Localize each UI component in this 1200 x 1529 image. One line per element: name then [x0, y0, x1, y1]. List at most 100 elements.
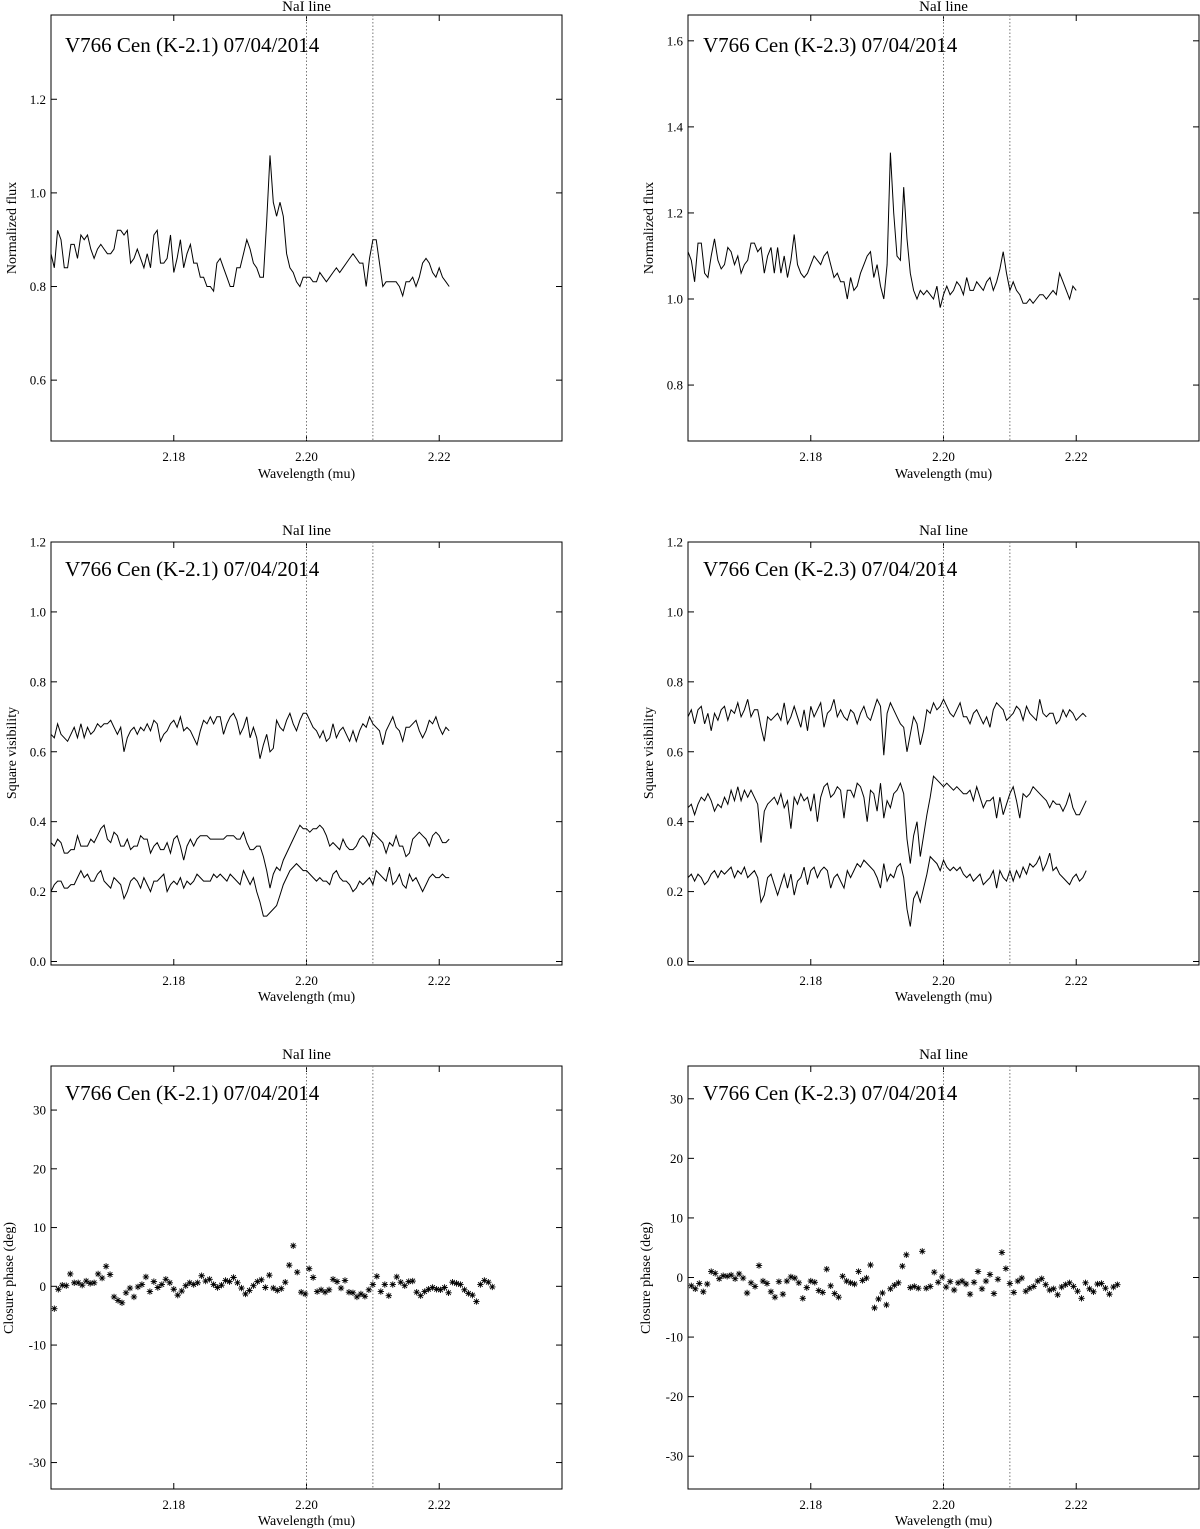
data-point	[365, 1286, 373, 1294]
data-point	[305, 1265, 313, 1272]
data-series	[51, 1242, 496, 1312]
data-point	[966, 1290, 974, 1298]
y-tick-label: -20	[29, 1396, 46, 1411]
data-point	[887, 1285, 894, 1293]
y-tick-label: 1.0	[30, 604, 46, 619]
y-axis-label: Closure phase (deg)	[2, 1222, 17, 1334]
data-point	[934, 1279, 942, 1286]
data-point	[803, 1284, 810, 1291]
data-point	[481, 1277, 488, 1284]
data-point	[71, 1279, 78, 1286]
data-point	[51, 1305, 58, 1312]
x-axis-ticks: 2.18 2.20 2.22	[799, 1066, 1088, 1512]
data-point	[867, 1261, 874, 1269]
data-point	[485, 1279, 492, 1286]
data-point	[915, 1285, 922, 1292]
x-axis-ticks: 2.18 2.20 2.22	[799, 15, 1088, 464]
data-point	[787, 1273, 795, 1281]
data-point	[986, 1271, 994, 1278]
reference-lines	[943, 542, 1011, 965]
data-point	[954, 1279, 962, 1287]
y-tick-label: 0.4	[667, 814, 684, 829]
x-axis-label: Wavelength (mu)	[258, 467, 356, 482]
x-tick-label: 2.20	[932, 973, 955, 988]
data-point	[970, 1279, 978, 1286]
data-point	[150, 1278, 158, 1285]
data-point	[106, 1271, 114, 1278]
data-point	[1042, 1281, 1049, 1288]
data-point	[807, 1277, 814, 1285]
series-line-1	[50, 155, 450, 298]
data-point	[321, 1288, 329, 1296]
data-point	[835, 1293, 842, 1301]
data-point	[931, 1268, 938, 1276]
data-point	[823, 1265, 830, 1273]
panel-visibility-k21: NaI line V766 Cen (K-2.1) 07/04/2014 Wav…	[5, 523, 563, 1005]
x-tick-label: 2.22	[428, 449, 451, 464]
y-axis-ticks: 0.8 1.0 1.2 1.4 1.6	[667, 33, 1199, 393]
data-point	[270, 1284, 277, 1292]
y-tick-label: 1.0	[667, 292, 683, 307]
data-point	[457, 1281, 464, 1288]
y-axis-ticks: 0.6 0.8 1.0 1.2	[30, 92, 562, 388]
data-point	[170, 1286, 177, 1293]
y-tick-label: 10	[33, 1220, 46, 1235]
data-point	[114, 1297, 122, 1304]
data-point	[1098, 1280, 1105, 1287]
data-point	[1026, 1285, 1033, 1292]
data-point	[226, 1278, 233, 1285]
data-point	[1066, 1279, 1073, 1287]
data-point	[75, 1279, 82, 1286]
series-line-1	[687, 697, 1087, 756]
data-point	[206, 1276, 213, 1283]
data-point	[329, 1276, 337, 1283]
data-point	[222, 1277, 229, 1284]
data-point	[982, 1277, 990, 1285]
data-point	[274, 1287, 281, 1294]
x-axis-ticks: 2.18 2.20 2.22	[162, 542, 451, 988]
data-point	[1058, 1283, 1065, 1291]
data-point	[998, 1249, 1006, 1256]
data-point	[437, 1286, 444, 1294]
y-tick-label: 0.2	[30, 884, 46, 899]
data-point	[1002, 1265, 1010, 1272]
data-point	[214, 1284, 221, 1291]
data-point	[859, 1277, 866, 1284]
data-point	[381, 1281, 389, 1288]
data-point	[349, 1289, 357, 1296]
data-point	[907, 1284, 914, 1291]
data-point	[373, 1273, 381, 1280]
y-axis-label: Square visibility	[5, 707, 20, 799]
data-point	[831, 1290, 838, 1297]
data-point	[385, 1292, 392, 1299]
data-point	[194, 1279, 201, 1286]
panel-visibility-k23: NaI line V766 Cen (K-2.3) 07/04/2014 Wav…	[642, 523, 1200, 1005]
data-point	[130, 1293, 138, 1301]
data-point	[1078, 1295, 1085, 1302]
series-line-1	[687, 152, 1077, 308]
chart-annotation: V766 Cen (K-2.3) 07/04/2014	[703, 33, 958, 57]
y-axis-label: Closure phase (deg)	[639, 1222, 654, 1334]
data-point	[779, 1290, 787, 1298]
data-point	[290, 1242, 297, 1249]
x-tick-label: 2.18	[799, 449, 822, 464]
chart-title: NaI line	[919, 0, 968, 15]
y-tick-label: 0	[677, 1270, 684, 1285]
data-point	[1090, 1288, 1097, 1295]
data-point	[1062, 1281, 1069, 1288]
data-point	[994, 1276, 1002, 1283]
x-tick-label: 2.18	[799, 973, 822, 988]
data-point	[839, 1273, 846, 1280]
x-tick-label: 2.20	[932, 1497, 955, 1512]
data-point	[1014, 1277, 1022, 1285]
data-point	[855, 1268, 862, 1275]
y-tick-label: 10	[670, 1210, 683, 1225]
data-point	[1086, 1285, 1093, 1293]
data-point	[696, 1280, 703, 1287]
data-point	[433, 1286, 440, 1293]
data-point	[747, 1279, 755, 1287]
y-tick-label: 0.0	[30, 954, 46, 969]
data-point	[297, 1288, 305, 1296]
data-point	[863, 1274, 870, 1282]
y-tick-label: 1.6	[667, 33, 684, 48]
